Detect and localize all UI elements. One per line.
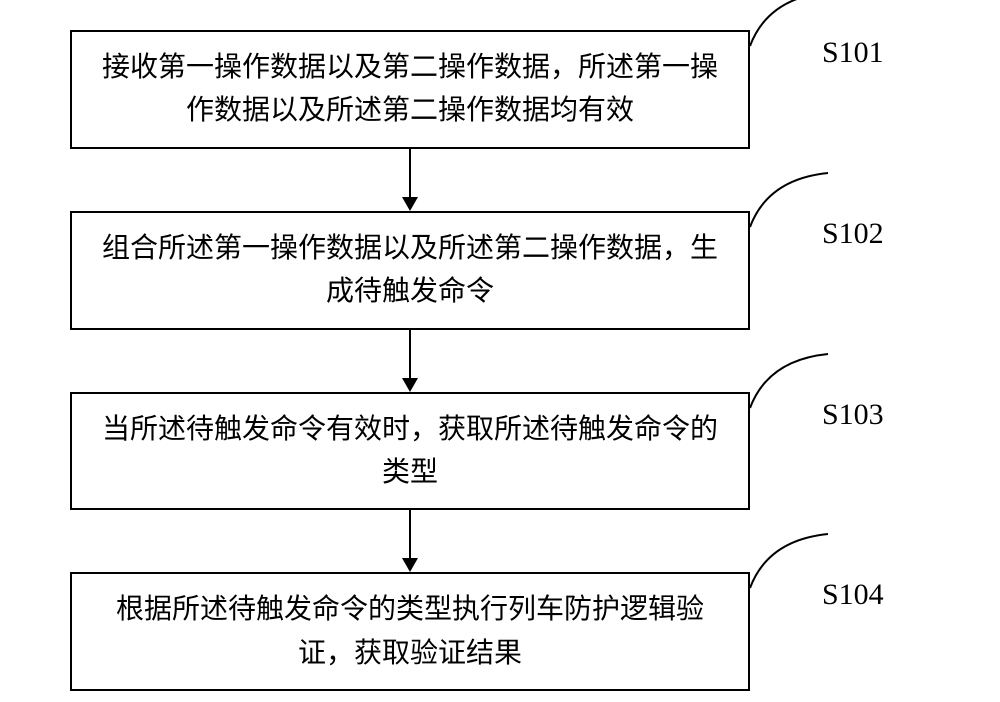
- flow-step-2: 组合所述第一操作数据以及所述第二操作数据，生成待触发命令 S102: [70, 211, 930, 330]
- label-connector-curve: [748, 350, 830, 410]
- step-label: S103: [822, 398, 884, 432]
- label-connector-curve: [748, 0, 830, 48]
- step-label: S101: [822, 36, 884, 70]
- flow-arrow: [70, 149, 750, 211]
- step-text: 当所述待触发命令有效时，获取所述待触发命令的类型: [96, 408, 724, 495]
- label-connector-curve: [748, 530, 830, 590]
- step-label: S104: [822, 578, 884, 612]
- flow-step-1: 接收第一操作数据以及第二操作数据，所述第一操作数据以及所述第二操作数据均有效 S…: [70, 30, 930, 149]
- step-text: 根据所述待触发命令的类型执行列车防护逻辑验证，获取验证结果: [96, 588, 724, 675]
- step-text: 接收第一操作数据以及第二操作数据，所述第一操作数据以及所述第二操作数据均有效: [96, 46, 724, 133]
- flow-arrow: [70, 510, 750, 572]
- flow-step-4: 根据所述待触发命令的类型执行列车防护逻辑验证，获取验证结果 S104: [70, 572, 930, 691]
- flow-step-3: 当所述待触发命令有效时，获取所述待触发命令的类型 S103: [70, 392, 930, 511]
- label-connector-curve: [748, 169, 830, 229]
- step-box: 接收第一操作数据以及第二操作数据，所述第一操作数据以及所述第二操作数据均有效: [70, 30, 750, 149]
- step-box: 当所述待触发命令有效时，获取所述待触发命令的类型: [70, 392, 750, 511]
- step-text: 组合所述第一操作数据以及所述第二操作数据，生成待触发命令: [96, 227, 724, 314]
- step-box: 根据所述待触发命令的类型执行列车防护逻辑验证，获取验证结果: [70, 572, 750, 691]
- step-label: S102: [822, 217, 884, 251]
- flow-arrow: [70, 330, 750, 392]
- step-box: 组合所述第一操作数据以及所述第二操作数据，生成待触发命令: [70, 211, 750, 330]
- flowchart-container: 接收第一操作数据以及第二操作数据，所述第一操作数据以及所述第二操作数据均有效 S…: [70, 30, 930, 691]
